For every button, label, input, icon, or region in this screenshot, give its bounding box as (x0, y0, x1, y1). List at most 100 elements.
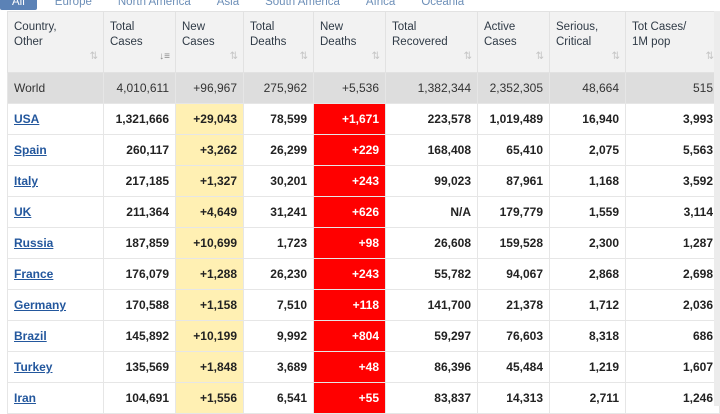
header-label-line: Cases (110, 36, 143, 48)
table-row: Iran 104,691 +1,556 6,541 +55 83,837 14,313 2,7… (7, 382, 720, 414)
cell-serious-critical: 2,868 (549, 258, 626, 290)
table-row: France 176,079 +1,288 26,230 +243 55,782 94,06… (7, 258, 720, 290)
sort-icon[interactable]: ⇅ (299, 51, 308, 62)
header-label-line: 1M pop (632, 36, 671, 48)
cell-total-recovered: N/A (385, 196, 478, 228)
sort-icon[interactable]: ⇅ (611, 51, 620, 62)
sort-icon[interactable]: ⇅ (705, 51, 714, 62)
cell-cases-per-million: 1,607 (625, 351, 720, 383)
cell-new-cases: +29,043 (175, 103, 244, 135)
header-serious-critical[interactable]: Serious, Critical ⇅ (549, 11, 626, 73)
cell-cases-per-million: 3,993 (625, 103, 720, 135)
sort-icon[interactable]: ⇅ (229, 51, 238, 62)
cell-new-cases: +10,699 (175, 227, 244, 259)
header-row: Country, Other ⇅ Total Cases ↓≡ New Cases ⇅ Total… (7, 11, 720, 73)
country-link[interactable]: UK (14, 205, 32, 219)
table-row: Brazil 145,892 +10,199 9,992 +804 59,297 76,60… (7, 320, 720, 352)
scrollbar[interactable] (714, 11, 720, 406)
country-link[interactable]: Turkey (14, 360, 53, 374)
cell-total-cases: 104,691 (103, 382, 176, 414)
cell-serious-critical: 1,712 (549, 289, 626, 321)
cell-new-cases: +1,848 (175, 351, 244, 383)
cell-country: France (7, 258, 104, 290)
cell-country: Turkey (7, 351, 104, 383)
region-tabs: All Europe North America Asia South Amer… (0, 0, 720, 10)
cell-total-recovered: 59,297 (385, 320, 478, 352)
covid-stats-table: Country, Other ⇅ Total Cases ↓≡ New Cases ⇅ Total… (7, 11, 720, 414)
cell-total-cases: 1,321,666 (103, 103, 176, 135)
cell-cases-per-million: 1,246 (625, 382, 720, 414)
cell-cases-per-million: 686 (625, 320, 720, 352)
sort-icon[interactable]: ⇅ (535, 51, 544, 62)
table-body: World 4,010,611 +96,967 275,962 +5,536 1,382,… (7, 72, 720, 414)
cell-country: Italy (7, 165, 104, 197)
header-label-line: Active (484, 21, 516, 33)
header-country[interactable]: Country, Other ⇅ (7, 11, 104, 73)
cell-total-cases: 145,892 (103, 320, 176, 352)
sort-icon[interactable]: ↓≡ (159, 51, 170, 62)
header-label-line: Critical (556, 36, 592, 48)
cell-cases-per-million: 1,287 (625, 227, 720, 259)
cell-country: Spain (7, 134, 104, 166)
cell-country: Russia (7, 227, 104, 259)
cell-cases-per-million: 5,563 (625, 134, 720, 166)
cell-total-deaths: 275,962 (243, 72, 314, 104)
cell-cases-per-million: 3,114 (625, 196, 720, 228)
tab-south-america[interactable]: South America (265, 0, 340, 8)
country-link[interactable]: Iran (14, 391, 37, 405)
cell-country: UK (7, 196, 104, 228)
sort-icon[interactable]: ⇅ (89, 51, 98, 62)
header-label-line: Total (392, 21, 417, 33)
tab-north-america[interactable]: North America (117, 0, 191, 8)
header-new-cases[interactable]: New Cases ⇅ (175, 11, 244, 73)
cell-total-deaths: 1,723 (243, 227, 314, 259)
cell-serious-critical: 16,940 (549, 103, 626, 135)
cell-active-cases: 87,961 (477, 165, 550, 197)
header-total-cases[interactable]: Total Cases ↓≡ (103, 11, 176, 73)
tab-asia[interactable]: Asia (216, 0, 240, 8)
tab-europe[interactable]: Europe (54, 0, 92, 8)
header-total-recovered[interactable]: Total Recovered ⇅ (385, 11, 478, 73)
cell-serious-critical: 1,559 (549, 196, 626, 228)
cell-serious-critical: 1,168 (549, 165, 626, 197)
cell-total-deaths: 78,599 (243, 103, 314, 135)
header-label-line: New (320, 21, 344, 33)
sort-icon[interactable]: ⇅ (463, 51, 472, 62)
header-label-line: Cases (484, 36, 517, 48)
header-label-line: Other (14, 36, 43, 48)
tab-all[interactable]: All (0, 0, 37, 10)
header-active-cases[interactable]: Active Cases ⇅ (477, 11, 550, 73)
cell-total-cases: 187,859 (103, 227, 176, 259)
cell-serious-critical: 1,219 (549, 351, 626, 383)
cell-country: Brazil (7, 320, 104, 352)
cell-total-cases: 135,569 (103, 351, 176, 383)
tab-africa[interactable]: Africa (365, 0, 396, 8)
cell-total-recovered: 83,837 (385, 382, 478, 414)
cell-new-cases: +10,199 (175, 320, 244, 352)
country-link[interactable]: Brazil (14, 329, 47, 343)
country-link[interactable]: USA (14, 112, 40, 126)
country-link[interactable]: Russia (14, 236, 54, 250)
cell-total-recovered: 223,578 (385, 103, 478, 135)
tab-oceania[interactable]: Oceania (421, 0, 465, 8)
sort-icon[interactable]: ⇅ (371, 51, 380, 62)
header-total-deaths[interactable]: Total Deaths ⇅ (243, 11, 314, 73)
cell-active-cases: 94,067 (477, 258, 550, 290)
cell-active-cases: 179,779 (477, 196, 550, 228)
header-cases-per-million[interactable]: Tot Cases/1M pop ⇅ (625, 11, 720, 73)
header-new-deaths[interactable]: New Deaths ⇅ (313, 11, 386, 73)
cell-total-cases: 176,079 (103, 258, 176, 290)
country-link[interactable]: Italy (14, 174, 39, 188)
cell-cases-per-million: 3,592 (625, 165, 720, 197)
header-label-line: Cases (182, 36, 215, 48)
cell-total-deaths: 9,992 (243, 320, 314, 352)
table-row: Germany 170,588 +1,158 7,510 +118 141,700 21,3… (7, 289, 720, 321)
country-link[interactable]: France (14, 267, 54, 281)
cell-total-cases: 4,010,611 (103, 72, 176, 104)
table-row: Turkey 135,569 +1,848 3,689 +48 86,396 45,484 1… (7, 351, 720, 383)
cell-total-deaths: 3,689 (243, 351, 314, 383)
cell-country: USA (7, 103, 104, 135)
country-link[interactable]: Spain (14, 143, 47, 157)
country-link[interactable]: Germany (14, 298, 67, 312)
cell-new-deaths: +55 (313, 382, 386, 414)
